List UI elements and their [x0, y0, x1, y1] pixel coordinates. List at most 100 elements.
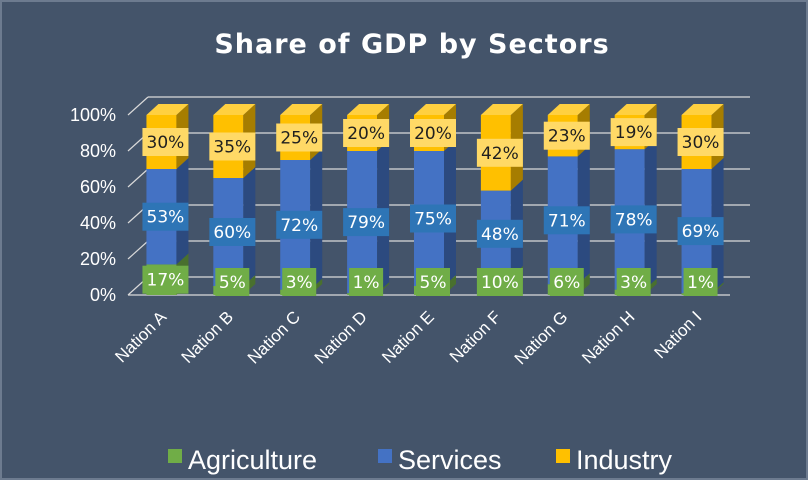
data-label-box [476, 219, 523, 248]
data-label-text: 25% [280, 129, 318, 149]
data-label-text: 20% [414, 124, 452, 144]
legend-label: Industry [576, 445, 673, 475]
y-tick-label: 40% [80, 213, 116, 233]
data-label: 5% [416, 268, 450, 296]
y-tick-label: 60% [80, 177, 116, 197]
data-label-text: 79% [347, 213, 385, 233]
data-label: 20% [410, 119, 456, 147]
data-label-text: 75% [414, 210, 452, 230]
data-label: 30% [142, 128, 189, 156]
data-label-box [677, 217, 724, 246]
data-label-text: 17% [147, 271, 185, 291]
data-label-box [215, 268, 250, 296]
data-label-text: 35% [213, 138, 251, 158]
data-label-box [343, 208, 390, 237]
data-label: 20% [343, 119, 390, 147]
data-label: 10% [476, 268, 523, 296]
data-label: 17% [142, 265, 189, 294]
data-label-box [282, 268, 317, 296]
data-label: 42% [476, 138, 523, 167]
gridline-depth [127, 168, 149, 188]
data-label-box [410, 119, 456, 147]
data-label: 60% [209, 218, 256, 246]
data-label-box [343, 119, 390, 147]
data-label-text: 6% [553, 273, 580, 293]
data-label: 1% [349, 268, 384, 296]
data-label: 1% [683, 268, 718, 296]
data-label: 72% [276, 210, 323, 239]
data-label-box [142, 202, 189, 231]
data-label-text: 30% [682, 133, 720, 153]
data-label-text: 20% [347, 124, 385, 144]
data-label: 75% [410, 204, 456, 233]
data-label: 19% [610, 118, 657, 147]
y-tick-label: 80% [80, 141, 116, 161]
data-label: 48% [476, 219, 523, 248]
bar-top [614, 104, 657, 115]
bar-top [213, 104, 256, 115]
legend-swatch [378, 449, 392, 463]
data-label-text: 10% [481, 273, 519, 293]
bar-top [547, 104, 590, 115]
data-label-text: 3% [620, 273, 647, 293]
data-label-box [543, 121, 590, 150]
data-label-box [142, 128, 189, 156]
data-label-text: 1% [687, 273, 714, 293]
data-label-text: 23% [548, 127, 586, 147]
data-label: 53% [142, 202, 189, 231]
bar-top [280, 104, 323, 115]
legend: Agriculture Services Industry [168, 445, 673, 475]
data-label: 3% [616, 268, 651, 296]
legend-swatch [556, 449, 570, 463]
data-label-text: 19% [615, 123, 653, 143]
bar-top [480, 104, 523, 115]
y-tick-label: 100% [70, 105, 116, 125]
data-labels: 17% 53% 30% 5% 60% 35% 3% 72% 25% 1% 79% 20% 5% 75% 20… [142, 118, 724, 296]
data-label-text: 30% [147, 133, 185, 153]
bar-top [681, 104, 724, 115]
data-label-box [549, 268, 584, 296]
data-label: 69% [677, 217, 724, 246]
data-label: 30% [677, 128, 724, 156]
data-label-box [610, 118, 657, 147]
data-label-box [416, 268, 450, 296]
data-label-text: 5% [219, 273, 246, 293]
data-label-text: 60% [213, 223, 251, 243]
data-label-box [476, 138, 523, 167]
data-label-box [209, 218, 256, 246]
data-label: 79% [343, 208, 390, 237]
data-label-text: 69% [682, 222, 720, 242]
data-label-text: 71% [548, 211, 586, 231]
data-label: 5% [215, 268, 250, 296]
data-label-text: 78% [615, 210, 653, 230]
data-label-text: 42% [481, 144, 519, 164]
legend-item: Industry [556, 445, 673, 475]
legend-label: Agriculture [188, 445, 317, 475]
data-label: 23% [543, 121, 590, 150]
legend-item: Agriculture [168, 445, 317, 475]
data-label-box [677, 128, 724, 156]
bar-stack [480, 104, 523, 295]
gridline-depth [127, 96, 149, 116]
data-label-box [476, 268, 523, 296]
data-label-box [543, 206, 590, 235]
data-label: 6% [549, 268, 584, 296]
data-label: 35% [209, 132, 256, 161]
data-label-box [610, 205, 657, 234]
data-label-box [616, 268, 651, 296]
legend-label: Services [398, 445, 502, 475]
data-label-box [209, 132, 256, 161]
data-label-box [276, 123, 323, 152]
y-axis: 0% 20% 40% 60% 80% 100% [70, 105, 116, 305]
data-label-text: 48% [481, 225, 519, 245]
data-label: 25% [276, 123, 323, 152]
legend-item: Services [378, 445, 502, 475]
data-label-text: 53% [147, 208, 185, 228]
data-label: 71% [543, 206, 590, 235]
data-label-box [142, 265, 189, 294]
gridline-depth [127, 240, 149, 260]
bar-top [146, 104, 189, 115]
